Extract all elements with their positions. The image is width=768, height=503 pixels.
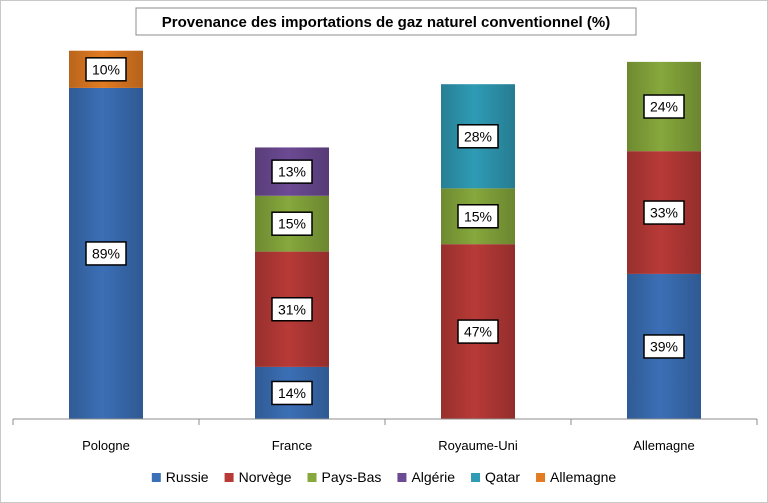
x-axis: Pologne France Royaume-Uni Allemagne [12,418,758,453]
legend-item-allemagne: Allemagne [536,469,616,485]
data-label-box [643,334,685,359]
data-label-box [457,319,499,344]
legend-item-qatar: Qatar [471,469,520,485]
data-label-royaume-uni-norvege: 47% [457,319,499,344]
data-label-text: 14% [278,385,306,401]
data-label-box [85,241,127,266]
data-label-text: 47% [464,324,492,340]
chart-title-box [135,7,637,36]
chart-title-text: Provenance des importations de gaz natur… [162,14,610,31]
data-label-box [643,200,685,225]
data-label-text: 31% [278,301,306,317]
legend-label: Qatar [485,469,520,485]
data-label-box [457,204,499,229]
legend-item-algerie: Algérie [397,469,455,485]
legend-swatch [471,473,481,482]
data-label-box [85,57,127,82]
legend-swatch [536,473,546,482]
data-label-box [271,159,313,184]
x-tick-label-allemagne: Allemagne [633,438,694,453]
data-label-allemagne-russie: 39% [643,334,685,359]
data-label-box [271,211,313,236]
legend-label: Norvège [239,469,292,485]
legend-label: Allemagne [550,469,616,485]
data-label-france-pays-bas: 15% [271,211,313,236]
data-label-text: 24% [650,99,678,115]
data-label-box [271,297,313,322]
legend-swatch [151,473,161,482]
data-label-box [271,380,313,406]
data-label-royaume-uni-qatar: 28% [457,124,499,149]
legend-label: Russie [166,469,209,485]
data-label-box [457,124,499,149]
data-label-pologne-russie: 89% [85,241,127,266]
data-label-text: 10% [92,61,120,77]
data-label-france-russie: 14% [271,380,313,406]
legend: Russie Norvège Pays-Bas Algérie Qatar Allemag… [151,469,616,485]
data-label-royaume-uni-pays-bas: 15% [457,204,499,229]
x-tick-label-pologne: Pologne [82,438,130,453]
legend-item-norvege: Norvège [224,469,292,485]
data-label-text: 13% [278,164,306,180]
data-label-text: 39% [650,338,678,354]
plot-area: 89% 10% 14% 31% 15% 13% 47% 15% 28% 39% 33% 24% [69,50,701,420]
data-label-allemagne-norvege: 33% [643,200,685,225]
legend-label: Pays-Bas [322,469,382,485]
legend-swatch [224,473,234,482]
data-label-box [643,94,685,119]
legend-item-pays-bas: Pays-Bas [307,469,382,485]
data-label-france-norvege: 31% [271,297,313,322]
legend-item-russie: Russie [151,469,209,485]
data-label-allemagne-pays-bas: 24% [643,94,685,119]
data-label-pologne-allemagne: 10% [85,57,127,82]
data-label-text: 15% [278,216,306,232]
legend-swatch [307,473,317,482]
data-label-france-algerie: 13% [271,159,313,184]
x-tick-label-france: France [272,438,312,453]
data-label-text: 89% [92,245,120,261]
legend-label: Algérie [411,469,455,485]
data-label-text: 28% [464,128,492,144]
data-label-text: 15% [464,208,492,224]
data-label-text: 33% [650,205,678,221]
x-tick-label-royaume-uni: Royaume-Uni [438,438,518,453]
chart-title: Provenance des importations de gaz natur… [135,7,637,36]
legend-swatch [397,473,407,482]
